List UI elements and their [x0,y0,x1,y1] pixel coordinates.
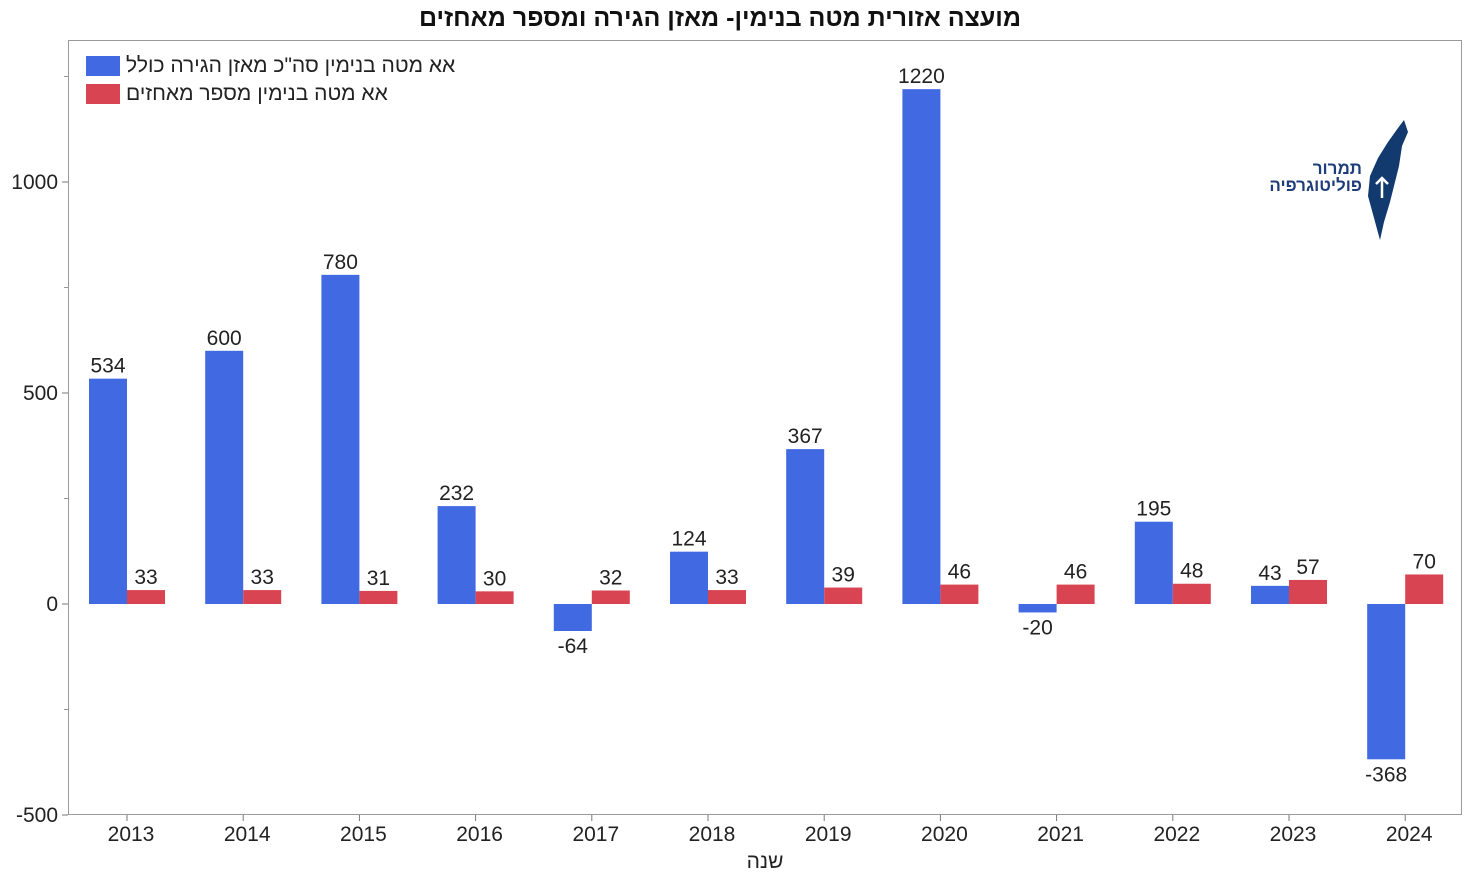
y-tick-label: 1000 [11,171,58,194]
x-tick-label: 2023 [1270,823,1317,846]
logo-text: תמרור פוליטוגרפיה [1269,160,1362,194]
data-label-outposts: 33 [251,566,274,589]
legend-item-outposts: אא מטה בנימין מספר מאחזים [86,80,455,108]
bar-migration [437,506,476,604]
bar-migration [902,89,941,604]
bar-outposts [1056,584,1095,604]
data-label-migration: 600 [207,327,242,350]
logo: תמרור פוליטוגרפיה [1258,118,1418,243]
x-tick-label: 2024 [1386,823,1433,846]
bar-migration [321,274,360,604]
bar-outposts [127,590,165,604]
data-label-migration: 367 [788,425,823,448]
bar-outposts [591,590,630,604]
plot-area [68,40,1462,815]
data-label-migration: 195 [1136,498,1171,521]
data-label-migration: 534 [90,355,125,378]
y-tick-label: 0 [46,593,58,616]
legend-label-migration: אא מטה בנימין סה"כ מאזן הגירה כולל [126,54,456,77]
bar-outposts [1405,574,1444,604]
logo-line-2: פוליטוגרפיה [1269,176,1362,195]
x-tick-label: 2013 [108,823,155,846]
y-tick-label: 500 [23,382,58,405]
x-tick-label: 2021 [1037,823,1084,846]
data-label-migration: 43 [1258,562,1281,585]
bar-migration [89,378,127,604]
y-tick-label: -500 [16,804,58,827]
chart-title: מועצה אזורית מטה בנימין- מאזן הגירה ומספ… [419,4,1021,32]
bar-migration [786,449,825,604]
x-tick-label: 2015 [340,823,387,846]
bar-migration [670,551,708,604]
bar-migration [1367,604,1406,760]
data-label-migration: 232 [439,482,474,505]
x-tick-label: 2022 [1153,823,1200,846]
bar-migration [205,350,244,604]
legend-swatch-migration [86,56,120,76]
bar-outposts [1172,583,1211,604]
bar-outposts [708,590,746,604]
legend-label-outposts: אא מטה בנימין מספר מאחזים [126,82,388,105]
data-label-outposts: 30 [483,567,506,590]
x-tick-label: 2019 [805,823,852,846]
legend-item-migration: אא מטה בנימין סה"כ מאזן הגירה כולל [86,52,455,80]
data-label-migration: -368 [1365,763,1407,786]
x-tick-label: 2017 [572,823,619,846]
data-label-outposts: 33 [715,566,738,589]
bar-migration [1018,604,1057,613]
bar-outposts [359,590,398,604]
data-label-migration: 1220 [898,65,945,88]
legend: אא מטה בנימין סה"כ מאזן הגירה כולל אא מט… [86,52,455,108]
x-tick-label: 2020 [921,823,968,846]
bar-migration [1134,521,1173,604]
bar-outposts [243,590,282,604]
bar-migration [1251,585,1289,604]
x-tick-label: 2018 [689,823,736,846]
data-label-migration: -20 [1022,616,1052,639]
data-label-outposts: 70 [1413,550,1436,573]
data-label-outposts: 46 [948,561,971,584]
data-label-outposts: 31 [367,567,390,590]
bar-outposts [824,587,863,604]
israel-map-icon [1368,120,1408,240]
bar-outposts [475,591,514,604]
data-label-outposts: 32 [599,566,622,589]
bar-outposts [1289,579,1327,604]
x-tick-label: 2014 [224,823,271,846]
data-label-outposts: 33 [134,566,157,589]
data-label-outposts: 57 [1296,556,1319,579]
x-tick-label: 2016 [456,823,503,846]
data-label-outposts: 39 [832,564,855,587]
x-axis-label: שנה [746,850,784,873]
bar-outposts [940,584,979,604]
bar-migration [553,604,592,632]
data-label-migration: -64 [558,635,589,658]
logo-line-1: תמרור [1312,159,1362,178]
data-label-outposts: 48 [1180,560,1203,583]
data-label-migration: 780 [323,251,358,274]
data-label-outposts: 46 [1064,561,1087,584]
data-label-migration: 124 [671,528,706,551]
legend-swatch-outposts [86,84,120,104]
